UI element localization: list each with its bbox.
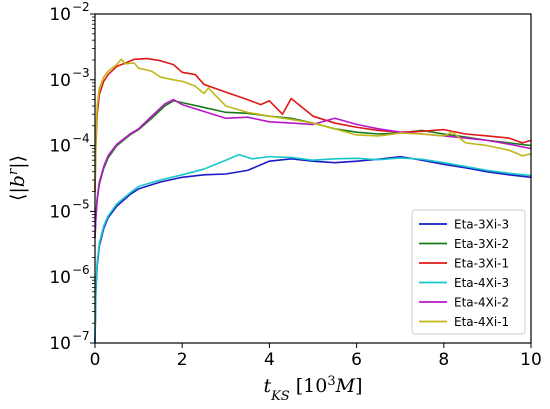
y-tick-exponent: −5 — [72, 197, 90, 211]
y-tick-label: 10 — [49, 334, 71, 354]
y-tick-label: 10 — [49, 5, 71, 25]
series-line-eta-3xi-3 — [94, 155, 532, 344]
x-tick-label: 6 — [351, 350, 362, 370]
legend-box — [411, 209, 526, 335]
y-tick-label: 10 — [49, 268, 71, 288]
legend-label: Eta-4Xi-3 — [454, 276, 509, 290]
y-tick-label: 10 — [49, 71, 71, 91]
legend-label: Eta-3Xi-3 — [454, 218, 509, 232]
legend: Eta-3Xi-3 Eta-3Xi-2 Eta-3Xi-1 Eta-4Xi-3 Eta-… — [411, 209, 526, 335]
y-tick-label: 10 — [49, 137, 71, 157]
y-tick-exponent: −4 — [72, 132, 90, 146]
y-tick-label: 10 — [49, 202, 71, 222]
series-line-eta-4xi-3 — [94, 153, 532, 344]
legend-label: Eta-3Xi-1 — [454, 257, 509, 271]
y-tick-exponent: −6 — [72, 263, 90, 277]
y-axis-label: ⟨|br|⟩ — [6, 155, 30, 201]
y-tick-exponent: −3 — [72, 66, 90, 80]
x-tick-label: 0 — [90, 350, 101, 370]
series-line-eta-3xi-1 — [94, 57, 532, 193]
y-tick-exponent: −7 — [72, 329, 90, 343]
x-tick-label: 10 — [520, 350, 542, 370]
legend-label: Eta-3Xi-2 — [454, 237, 509, 251]
y-tick-exponent: −2 — [72, 0, 90, 14]
series-layer — [94, 57, 532, 344]
x-axis-label: tKS [103M] — [263, 374, 362, 404]
series-line-eta-4xi-1 — [94, 58, 532, 193]
legend-label: Eta-4Xi-1 — [454, 315, 509, 329]
x-tick-label: 2 — [177, 350, 188, 370]
legend-label: Eta-4Xi-2 — [454, 296, 509, 310]
plot-frame — [94, 13, 532, 344]
x-tick-label: 8 — [438, 350, 449, 370]
x-tick-label: 4 — [264, 350, 275, 370]
